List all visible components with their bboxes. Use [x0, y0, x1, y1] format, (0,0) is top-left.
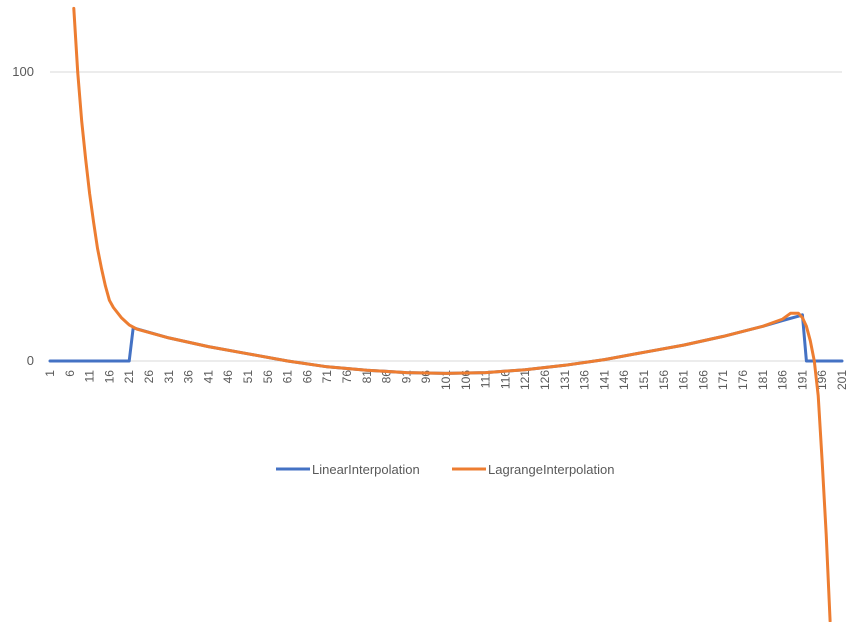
x-tick-label: 186	[776, 370, 790, 390]
x-tick-label: 66	[300, 370, 314, 384]
x-tick-label: 31	[162, 370, 176, 384]
x-tick-label: 126	[538, 370, 552, 390]
x-tick-label: 26	[142, 370, 156, 384]
x-tick-label: 166	[696, 370, 710, 390]
x-tick-label: 21	[122, 370, 136, 384]
x-tick-label: 191	[795, 370, 809, 390]
series-line-linearinterpolation	[48, 313, 844, 375]
x-tick-label: 156	[657, 370, 671, 390]
x-tick-label: 181	[756, 370, 770, 390]
x-tick-label: 11	[83, 370, 97, 383]
x-tick-label: 171	[716, 370, 730, 390]
x-tick-label: 146	[617, 370, 631, 390]
x-tick-label: 161	[677, 370, 691, 390]
x-tick-label: 46	[221, 370, 235, 384]
x-tick-label: 1	[43, 370, 57, 377]
x-tick-label: 176	[736, 370, 750, 390]
series-lines	[48, 6, 844, 622]
y-tick-label: 100	[12, 64, 34, 79]
legend: LinearInterpolation LagrangeInterpolation	[276, 462, 615, 477]
x-tick-label: 121	[518, 370, 532, 390]
x-axis-ticks: 1 6 11 16 21 26 31 36 41 46 51 56 61 66 71 76 81 86 91 96 10…	[43, 370, 849, 390]
y-tick-label: 0	[27, 353, 34, 368]
x-tick-label: 36	[182, 370, 196, 384]
x-tick-label: 136	[578, 370, 592, 390]
legend-label: LinearInterpolation	[312, 462, 420, 477]
x-tick-label: 141	[597, 370, 611, 390]
y-axis-ticks: 0 100	[12, 64, 34, 368]
x-tick-label: 51	[241, 370, 255, 384]
x-tick-label: 71	[320, 370, 334, 384]
x-tick-label: 6	[63, 370, 77, 377]
x-tick-label: 106	[459, 370, 473, 390]
x-tick-label: 81	[360, 370, 374, 384]
x-tick-label: 16	[102, 370, 116, 384]
legend-label: LagrangeInterpolation	[488, 462, 615, 477]
legend-entry: LagrangeInterpolation	[452, 462, 615, 477]
x-tick-label: 201	[835, 370, 849, 390]
x-tick-label: 76	[340, 370, 354, 384]
series-line-lagrangeinterpolation	[72, 6, 832, 622]
x-tick-label: 111	[479, 370, 493, 389]
legend-entry: LinearInterpolation	[276, 462, 420, 477]
gridlines	[50, 71, 842, 362]
x-tick-label: 196	[815, 370, 829, 390]
x-tick-label: 116	[498, 370, 512, 389]
x-tick-label: 131	[558, 370, 572, 390]
x-tick-label: 61	[281, 370, 295, 384]
x-tick-label: 41	[201, 370, 215, 384]
x-tick-label: 151	[637, 370, 651, 390]
x-tick-label: 56	[261, 370, 275, 384]
